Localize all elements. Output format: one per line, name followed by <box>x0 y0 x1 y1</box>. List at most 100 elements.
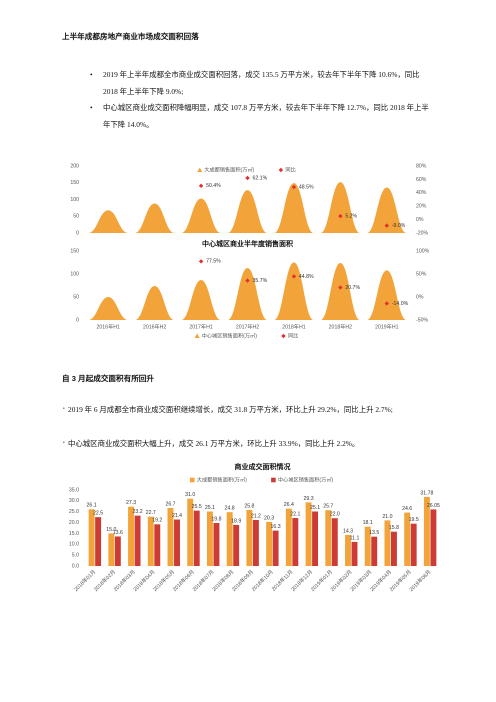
bullet: 中心城区商业成交面积降幅明显，成交 107.8 万平方米，较去年下半年下降 12… <box>90 100 435 133</box>
bar <box>213 523 220 566</box>
bar <box>226 512 233 566</box>
value-label: 22.7 <box>146 510 156 516</box>
point <box>198 259 204 264</box>
bar <box>134 515 141 566</box>
x-tick-label: 2017年H1 <box>189 322 212 330</box>
y-tick-label: 0.0 <box>72 563 79 569</box>
x-tick-label: 2019年H1 <box>375 322 398 330</box>
bar <box>114 536 121 566</box>
value-label: 13.5 <box>369 530 379 536</box>
y-tick-label: 150 <box>70 180 79 186</box>
legend-label: 同比 <box>285 165 295 173</box>
y2-tick-label: 0% <box>416 294 424 300</box>
value-label: 22.5 <box>93 511 103 517</box>
bar <box>147 516 154 566</box>
y-tick-label: 20.0 <box>69 520 79 526</box>
bar <box>154 524 161 566</box>
bar <box>181 279 221 320</box>
value-label: 62.1% <box>253 175 268 181</box>
value-label: 35.7% <box>253 278 268 284</box>
x-tick-label: 2018年H2 <box>329 322 352 330</box>
value-label: 5.2% <box>345 213 357 219</box>
y2-tick-label: 50% <box>416 271 427 277</box>
value-label: 48.5% <box>299 184 314 190</box>
legend-marker <box>278 167 284 173</box>
x-tick-label: 2018年H1 <box>282 322 305 330</box>
bar <box>233 524 240 566</box>
bar <box>181 198 221 233</box>
bar <box>187 498 194 566</box>
value-label: 44.8% <box>299 274 314 280</box>
y2-tick-label: 80% <box>416 163 427 169</box>
bullet: 中心城区商业成交面积大幅上升，成交 26.1 万平方米，环比上升 33.9%，同… <box>58 436 441 453</box>
bar <box>285 508 292 566</box>
legend-label: 同比 <box>288 331 298 339</box>
value-label: 19.8 <box>211 516 221 522</box>
point <box>245 175 250 181</box>
y2-tick-label: 100% <box>416 248 430 254</box>
point <box>384 301 389 306</box>
bar <box>274 262 314 320</box>
point <box>338 285 343 290</box>
bar <box>134 203 175 233</box>
point <box>291 274 297 279</box>
bar <box>404 512 411 566</box>
y-tick-label: 200 <box>70 163 79 169</box>
legend-marker <box>197 167 203 172</box>
bar <box>88 297 128 320</box>
value-label: 31.78 <box>420 490 433 496</box>
value-label: 16.3 <box>271 524 281 530</box>
point <box>384 223 389 228</box>
bar <box>266 521 273 566</box>
y-tick-label: 100 <box>70 197 79 203</box>
value-label: 31.0 <box>185 492 195 498</box>
value-label: 11.1 <box>350 535 360 541</box>
point <box>198 183 204 189</box>
bar <box>367 270 407 320</box>
bar <box>320 262 361 320</box>
value-label: 23.2 <box>133 509 143 515</box>
point <box>291 184 297 190</box>
x-tick-label: 2016年H1 <box>97 322 120 330</box>
bar <box>371 536 378 566</box>
bar <box>312 511 319 566</box>
bar <box>108 533 115 566</box>
bar <box>292 518 299 566</box>
value-label: 18.1 <box>363 520 373 526</box>
bullet: 2019 年 6 月成都全市商业成交面积继续增长，成交 31.8 万平方米，环比… <box>58 402 441 419</box>
y-tick-label: 50 <box>73 214 79 220</box>
bar <box>345 534 351 566</box>
value-label: 24.6 <box>402 506 412 512</box>
bar <box>331 518 338 566</box>
bar <box>351 541 358 566</box>
legend-label: 中心城区销售面积(万㎡) <box>202 331 258 339</box>
bar <box>246 509 253 566</box>
bar <box>174 519 180 566</box>
y2-tick-label: 20% <box>416 204 427 210</box>
bullet: 2019 年上半年成都全市商业成交面积回落，成交 135.5 万平方米，较去年下… <box>90 67 435 100</box>
y-tick-label: 35.0 <box>69 487 79 493</box>
chart-title: 商业成交面积情况 <box>235 462 291 471</box>
legend-marker <box>194 333 200 338</box>
legend-label: 大成都销售面积(万㎡) <box>204 165 254 173</box>
value-label: 26.05 <box>427 503 440 509</box>
value-label: 26.1 <box>87 503 97 509</box>
y-tick-label: 10.0 <box>69 542 79 548</box>
bar <box>167 508 174 566</box>
value-label: -9.0% <box>392 223 406 229</box>
y2-tick-label: 0% <box>416 217 424 223</box>
value-label: 24.8 <box>225 506 235 512</box>
value-label: 20.7% <box>345 285 360 291</box>
value-label: 25.8 <box>244 503 254 509</box>
value-label: 50.4% <box>206 183 221 189</box>
legend-marker <box>281 333 286 339</box>
bar <box>384 520 391 566</box>
value-label: 25.7 <box>323 504 333 510</box>
value-label: 22.0 <box>330 512 340 518</box>
y2-tick-label: -50% <box>416 317 428 323</box>
value-label: 19.2 <box>152 518 162 524</box>
bar <box>390 531 397 566</box>
bar <box>272 530 279 566</box>
